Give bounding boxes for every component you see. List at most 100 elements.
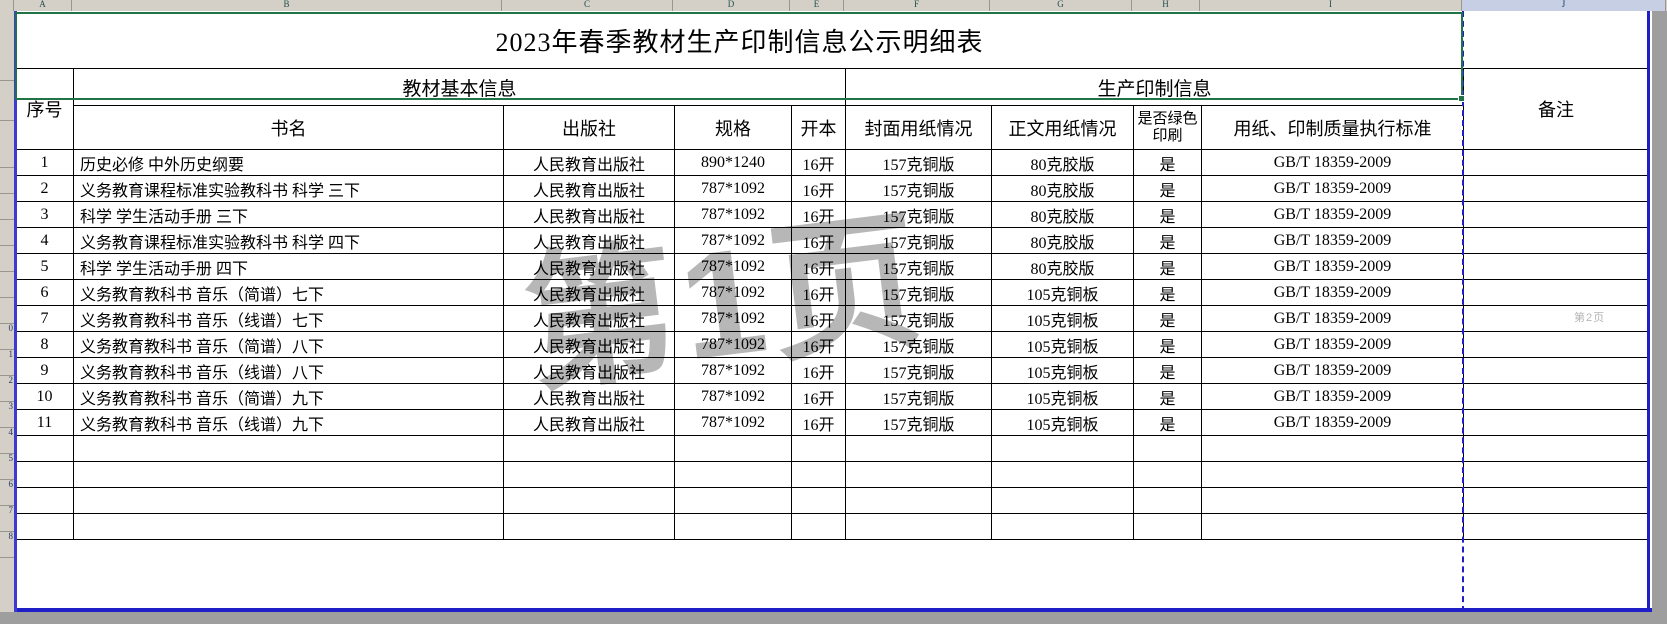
cell-publisher[interactable] bbox=[503, 487, 675, 514]
cell-green[interactable]: 是 bbox=[1133, 175, 1202, 202]
cell-body[interactable]: 80克胶版 bbox=[991, 253, 1134, 280]
cell-book[interactable] bbox=[73, 435, 504, 462]
cell-publisher[interactable]: 人民教育出版社 bbox=[503, 409, 675, 436]
cell-book[interactable]: 义务教育课程标准实验教科书 科学 四下 bbox=[73, 227, 504, 254]
cell-cover[interactable]: 157克铜版 bbox=[845, 149, 992, 176]
table-row[interactable] bbox=[15, 487, 1649, 514]
table-row[interactable] bbox=[15, 435, 1649, 462]
cell-body[interactable] bbox=[991, 487, 1134, 514]
cell-format[interactable]: 16开 bbox=[791, 149, 846, 176]
cell-green[interactable] bbox=[1133, 435, 1202, 462]
header-note[interactable]: 备注 bbox=[1463, 68, 1649, 150]
cell-spec[interactable]: 787*1092 bbox=[674, 409, 792, 436]
cell-book[interactable]: 科学 学生活动手册 三下 bbox=[73, 201, 504, 228]
cell-spec[interactable]: 787*1092 bbox=[674, 383, 792, 410]
cell-note[interactable] bbox=[1463, 513, 1649, 540]
header-format[interactable]: 开本 bbox=[791, 105, 846, 150]
cell-note[interactable] bbox=[1463, 201, 1649, 228]
cell-spec[interactable]: 787*1092 bbox=[674, 201, 792, 228]
cell-cover[interactable]: 157克铜版 bbox=[845, 175, 992, 202]
cell-spec[interactable]: 787*1092 bbox=[674, 305, 792, 332]
cell-publisher[interactable] bbox=[503, 513, 675, 540]
table-row[interactable]: 3 科学 学生活动手册 三下 人民教育出版社 787*1092 16开 157克… bbox=[15, 201, 1649, 228]
header-seq[interactable]: 序号 bbox=[15, 68, 74, 150]
cell-book[interactable]: 义务教育教科书 音乐（简谱）九下 bbox=[73, 383, 504, 410]
table-row[interactable]: 6 义务教育教科书 音乐（简谱）七下 人民教育出版社 787*1092 16开 … bbox=[15, 279, 1649, 306]
cell-note[interactable] bbox=[1463, 435, 1649, 462]
cell-standard[interactable]: GB/T 18359-2009 bbox=[1201, 357, 1464, 384]
cell-note[interactable] bbox=[1463, 383, 1649, 410]
cell-seq[interactable] bbox=[15, 487, 74, 514]
cell-body[interactable]: 105克铜板 bbox=[991, 383, 1134, 410]
cell-book[interactable]: 义务教育课程标准实验教科书 科学 三下 bbox=[73, 175, 504, 202]
cell-seq[interactable]: 8 bbox=[15, 331, 74, 358]
cell-standard[interactable] bbox=[1201, 513, 1464, 540]
cell-spec[interactable]: 787*1092 bbox=[674, 357, 792, 384]
cell-spec[interactable] bbox=[674, 513, 792, 540]
cell-note[interactable] bbox=[1463, 357, 1649, 384]
cell-spec[interactable]: 787*1092 bbox=[674, 331, 792, 358]
cell-seq[interactable] bbox=[15, 461, 74, 488]
cell-note[interactable] bbox=[1463, 409, 1649, 436]
row-header[interactable]: 7 bbox=[0, 506, 14, 532]
cell-note[interactable] bbox=[1463, 305, 1649, 332]
cell-publisher[interactable]: 人民教育出版社 bbox=[503, 331, 675, 358]
cell-book[interactable] bbox=[73, 513, 504, 540]
cell-seq[interactable] bbox=[15, 513, 74, 540]
header-book[interactable]: 书名 bbox=[73, 105, 504, 150]
row-header[interactable] bbox=[0, 272, 14, 298]
cell-format[interactable]: 16开 bbox=[791, 331, 846, 358]
cell-seq[interactable]: 1 bbox=[15, 149, 74, 176]
page-title[interactable]: 2023年春季教材生产印制信息公示明细表 bbox=[495, 27, 984, 57]
row-header[interactable]: 0 bbox=[0, 324, 14, 350]
cell-body[interactable]: 80克胶版 bbox=[991, 227, 1134, 254]
cell-spec[interactable]: 890*1240 bbox=[674, 149, 792, 176]
cell-format[interactable]: 16开 bbox=[791, 383, 846, 410]
cell-book[interactable]: 义务教育教科书 音乐（线谱）八下 bbox=[73, 357, 504, 384]
cell-note[interactable] bbox=[1463, 175, 1649, 202]
cell-seq[interactable] bbox=[15, 435, 74, 462]
cell-spec[interactable]: 787*1092 bbox=[674, 279, 792, 306]
cell-publisher[interactable] bbox=[503, 461, 675, 488]
row-header[interactable] bbox=[0, 168, 14, 194]
cell-publisher[interactable]: 人民教育出版社 bbox=[503, 357, 675, 384]
cell-book[interactable]: 义务教育教科书 音乐（线谱）九下 bbox=[73, 409, 504, 436]
sheet-grid[interactable]: 第1页 2023年春季教材生产印制信息公示明细表 序号 bbox=[14, 11, 1652, 612]
cell-seq[interactable]: 9 bbox=[15, 357, 74, 384]
cell-format[interactable]: 16开 bbox=[791, 227, 846, 254]
row-header[interactable]: 2 bbox=[0, 376, 14, 402]
header-cover-paper[interactable]: 封面用纸情况 bbox=[845, 105, 992, 150]
cell-publisher[interactable]: 人民教育出版社 bbox=[503, 149, 675, 176]
cell-cover[interactable]: 157克铜版 bbox=[845, 227, 992, 254]
cell-cover[interactable]: 157克铜版 bbox=[845, 357, 992, 384]
cell-green[interactable]: 是 bbox=[1133, 409, 1202, 436]
cell-green[interactable]: 是 bbox=[1133, 279, 1202, 306]
cell-green[interactable] bbox=[1133, 487, 1202, 514]
cell-note[interactable] bbox=[1463, 279, 1649, 306]
row-header[interactable] bbox=[0, 11, 14, 81]
cell-publisher[interactable]: 人民教育出版社 bbox=[503, 201, 675, 228]
select-all-corner[interactable] bbox=[0, 0, 14, 11]
cell-body[interactable] bbox=[991, 513, 1134, 540]
cell-body[interactable]: 80克胶版 bbox=[991, 175, 1134, 202]
cell-body[interactable]: 105克铜板 bbox=[991, 357, 1134, 384]
cell-spec[interactable]: 787*1092 bbox=[674, 175, 792, 202]
table-row[interactable] bbox=[15, 513, 1649, 540]
cell-format[interactable]: 16开 bbox=[791, 175, 846, 202]
cell-book[interactable]: 义务教育教科书 音乐（简谱）八下 bbox=[73, 331, 504, 358]
cell-format[interactable]: 16开 bbox=[791, 279, 846, 306]
cell-book[interactable] bbox=[73, 487, 504, 514]
cell-spec[interactable] bbox=[674, 487, 792, 514]
table-row[interactable]: 9 义务教育教科书 音乐（线谱）八下 人民教育出版社 787*1092 16开 … bbox=[15, 357, 1649, 384]
cell-green[interactable]: 是 bbox=[1133, 305, 1202, 332]
cell-format[interactable]: 16开 bbox=[791, 201, 846, 228]
cell-standard[interactable] bbox=[1201, 487, 1464, 514]
cell-note[interactable] bbox=[1463, 487, 1649, 514]
cell-format[interactable]: 16开 bbox=[791, 305, 846, 332]
cell-standard[interactable]: GB/T 18359-2009 bbox=[1201, 383, 1464, 410]
row-header[interactable]: 6 bbox=[0, 480, 14, 506]
cell-cover[interactable] bbox=[845, 513, 992, 540]
cell-publisher[interactable]: 人民教育出版社 bbox=[503, 279, 675, 306]
cell-seq[interactable]: 5 bbox=[15, 253, 74, 280]
column-header-f[interactable]: F bbox=[844, 0, 990, 11]
